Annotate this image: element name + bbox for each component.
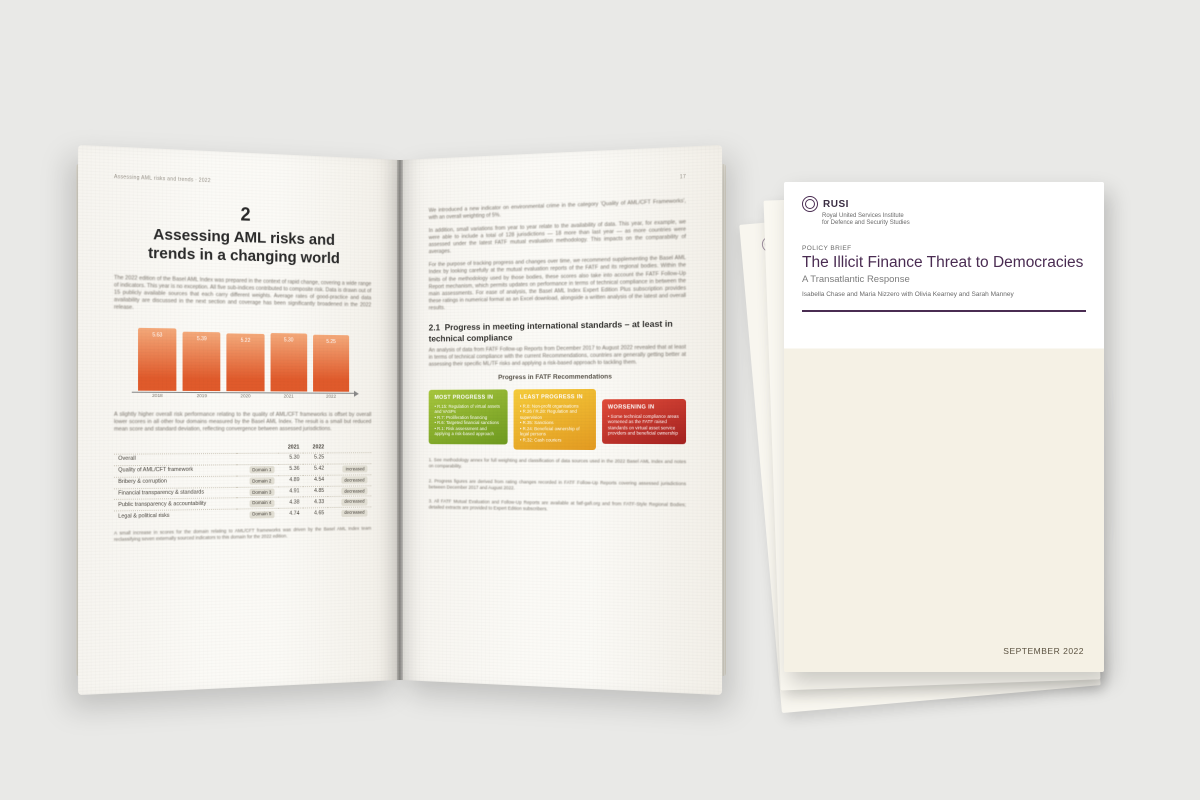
table-cell: Domain 4 bbox=[236, 498, 278, 510]
intro-paragraph: The 2022 edition of the Basel AML Index … bbox=[114, 275, 371, 317]
bar-label: 5.22 bbox=[227, 337, 264, 344]
table-cell: 4.54 bbox=[303, 475, 328, 486]
running-head-right: 17 bbox=[429, 174, 686, 191]
report-authors: Isabella Chase and Maria Nizzero with Ol… bbox=[802, 291, 1086, 298]
bar: 5.39 bbox=[183, 331, 221, 390]
section-heading: 2.1 Progress in meeting international st… bbox=[429, 318, 686, 343]
card-bullet: R.32: Cash couriers bbox=[520, 437, 590, 443]
para-3: For the purpose of tracking progress and… bbox=[429, 255, 686, 313]
brand-subtitle-2: for Defence and Security Studies bbox=[822, 220, 1086, 227]
bar: 5.63 bbox=[138, 327, 177, 390]
left-page: Assessing AML risks and trends · 2022 2 … bbox=[78, 145, 400, 695]
bar: 5.22 bbox=[227, 333, 264, 391]
card-least-progress: LEAST PROGRESS IN R.8: Non-profit organi… bbox=[514, 388, 596, 450]
card-bullet: R.24: Beneficial ownership of legal pers… bbox=[520, 426, 590, 437]
table-cell: 5.30 bbox=[278, 453, 303, 464]
table-cell: Domain 1 bbox=[236, 464, 278, 476]
report-cover: RUSI Royal United Services Institute for… bbox=[784, 182, 1104, 672]
table-cell: decreased bbox=[328, 496, 371, 508]
right-page: 17 We introduced a new indicator on envi… bbox=[400, 145, 722, 695]
para-1: We introduced a new indicator on environ… bbox=[429, 198, 686, 222]
x-label: 2018 bbox=[138, 392, 177, 398]
bar-chart: 5.63 5.39 5.22 5.30 5.25 2018 2019 2020 2021 202… bbox=[138, 323, 349, 407]
card-bullet: R.26 / R.28: Regulation and supervision bbox=[520, 409, 590, 420]
table-header bbox=[236, 444, 278, 454]
table-cell: increased bbox=[328, 463, 371, 474]
table-cell: 4.89 bbox=[278, 475, 303, 486]
card-bullet: Some technical compliance areas worsened… bbox=[608, 413, 680, 436]
progress-cards: MOST PROGRESS IN R.15: Regulation of vir… bbox=[429, 388, 686, 451]
kicker: POLICY BRIEF bbox=[802, 245, 1086, 252]
table-cell: 4.91 bbox=[278, 486, 303, 497]
table-cell bbox=[328, 453, 371, 464]
table-cell: 4.65 bbox=[303, 508, 328, 519]
table-cell: 4.74 bbox=[278, 508, 303, 519]
card-heading: LEAST PROGRESS IN bbox=[520, 394, 590, 402]
report-subtitle: A Transatlantic Response bbox=[802, 274, 1086, 285]
x-label: 2020 bbox=[227, 393, 264, 399]
table-cell: 5.25 bbox=[303, 453, 328, 464]
bar-label: 5.30 bbox=[270, 337, 307, 344]
mid-paragraph: A slightly higher overall risk performan… bbox=[114, 411, 371, 434]
brand: RUSI bbox=[802, 196, 1086, 212]
section-number: 2.1 bbox=[429, 323, 440, 333]
x-label: 2021 bbox=[270, 393, 307, 399]
section-title: Progress in meeting international standa… bbox=[429, 319, 673, 344]
book-spine bbox=[397, 160, 403, 680]
bar-label: 5.25 bbox=[313, 338, 349, 345]
table-cell bbox=[236, 453, 278, 464]
bar-label: 5.63 bbox=[138, 332, 177, 339]
card-most-progress: MOST PROGRESS IN R.15: Regulation of vir… bbox=[429, 389, 508, 444]
x-labels: 2018 2019 2020 2021 2022 bbox=[138, 392, 349, 399]
table-cell: Domain 2 bbox=[236, 475, 278, 487]
x-label: 2022 bbox=[313, 393, 349, 399]
footer-paragraph: A small increase in scores for the domai… bbox=[114, 526, 371, 544]
card-bullet: R.15: Regulation of virtual assets and V… bbox=[434, 403, 502, 414]
brand-logo-icon bbox=[802, 196, 818, 212]
card-heading: WORSENING IN bbox=[608, 404, 680, 412]
para-2: In addition, small variations from year … bbox=[429, 219, 686, 257]
running-head-left: Assessing AML risks and trends · 2022 bbox=[114, 174, 371, 191]
card-bullet: R.1: Risk assessment and applying a risk… bbox=[434, 426, 502, 437]
footnote: 1. See methodology annex for full weight… bbox=[429, 457, 686, 472]
bar: 5.30 bbox=[270, 333, 307, 392]
table-cell: decreased bbox=[328, 507, 371, 518]
table-cell: 4.33 bbox=[303, 497, 328, 508]
table-header: 2022 bbox=[303, 443, 328, 453]
brand-name: RUSI bbox=[823, 199, 849, 210]
table-cell: Domain 5 bbox=[236, 509, 278, 520]
table-cell: 5.36 bbox=[278, 464, 303, 475]
scores-table: 20212022 Overall5.305.25Quality of AML/C… bbox=[114, 443, 371, 522]
report-title: The Illicit Finance Threat to Democracie… bbox=[802, 254, 1086, 273]
footnote: 2. Progress figures are derived from rat… bbox=[429, 478, 686, 494]
table-header: 2021 bbox=[278, 443, 303, 453]
accent-rule bbox=[802, 310, 1086, 312]
card-worsening: WORSENING IN Some technical compliance a… bbox=[602, 399, 686, 444]
table-cell: Domain 3 bbox=[236, 486, 278, 498]
para-4: An analysis of data from FATF Follow-up … bbox=[429, 344, 686, 369]
card-heading: MOST PROGRESS IN bbox=[434, 394, 502, 401]
chapter-title: Assessing AML risks and trends in a chan… bbox=[137, 225, 350, 268]
table-cell: 5.42 bbox=[303, 464, 328, 475]
table-cell: Legal & political risks bbox=[114, 509, 236, 522]
table-header bbox=[328, 443, 371, 453]
open-book: Assessing AML risks and trends · 2022 2 … bbox=[80, 160, 720, 680]
table-cell: 4.85 bbox=[303, 486, 328, 497]
x-axis-arrow bbox=[354, 390, 359, 396]
report-date: SEPTEMBER 2022 bbox=[1003, 646, 1084, 656]
x-label: 2019 bbox=[183, 393, 221, 399]
table-cell: decreased bbox=[328, 485, 371, 497]
table-cell: 4.38 bbox=[278, 497, 303, 508]
footnote: 3. All FATF Mutual Evaluation and Follow… bbox=[429, 498, 686, 515]
brand-subtitle-1: Royal United Services Institute bbox=[822, 213, 1086, 220]
bar: 5.25 bbox=[313, 334, 349, 391]
table-cell: Overall bbox=[114, 453, 236, 465]
cards-heading: Progress in FATF Recommendations bbox=[429, 373, 686, 384]
table-cell: decreased bbox=[328, 474, 371, 485]
bar-label: 5.39 bbox=[183, 335, 221, 342]
